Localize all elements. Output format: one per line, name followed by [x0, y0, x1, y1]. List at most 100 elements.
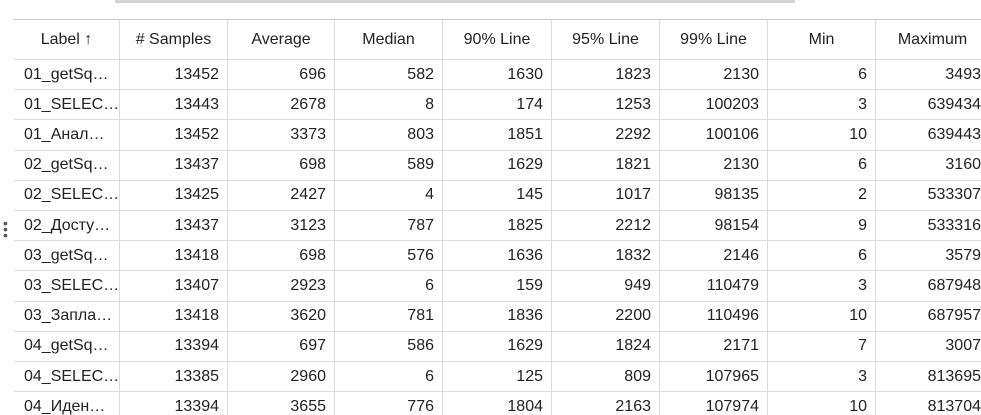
table-cell: 813704: [876, 392, 981, 415]
table-cell: 10: [768, 301, 876, 332]
table-cell: 582: [335, 60, 443, 91]
table-cell: 687957: [876, 302, 981, 332]
table-cell: 3373: [228, 120, 335, 151]
table-cell: 4: [335, 180, 443, 211]
table-cell: 776: [335, 392, 443, 415]
table-cell: 2960: [228, 362, 335, 393]
table-cell: 7: [768, 331, 876, 362]
table-cell: 174: [443, 90, 552, 121]
table-cell: 1630: [443, 60, 552, 91]
table-cell: 639443: [876, 120, 981, 151]
row-label: 04_getSq…: [14, 331, 120, 362]
table-cell: 3160: [876, 151, 981, 181]
table-cell: 2212: [552, 211, 660, 242]
table-cell: 6: [335, 362, 443, 393]
table-cell: 1253: [552, 90, 660, 121]
table-cell: 2923: [228, 271, 335, 302]
column-header[interactable]: # Samples: [120, 20, 228, 60]
table-cell: 1851: [443, 120, 552, 151]
splitter-grip[interactable]: • • •: [3, 215, 8, 243]
table-cell: 3: [768, 90, 876, 121]
table-cell: 3: [768, 271, 876, 302]
table-cell: 1629: [443, 331, 552, 362]
table-cell: 13418: [120, 241, 228, 272]
table-cell: 3493: [876, 60, 981, 91]
table-cell: 1836: [443, 301, 552, 332]
table-cell: 159: [443, 271, 552, 302]
table-cell: 98154: [660, 211, 768, 242]
row-label: 01_SELEC…: [14, 90, 120, 121]
table-cell: 100106: [660, 120, 768, 151]
table-cell: 1824: [552, 331, 660, 362]
table-cell: 98135: [660, 180, 768, 211]
table-cell: 10: [768, 392, 876, 415]
table-cell: 2200: [552, 301, 660, 332]
table-cell: 1629: [443, 150, 552, 181]
table-cell: 803: [335, 120, 443, 151]
table-cell: 2678: [228, 90, 335, 121]
table-cell: 1825: [443, 211, 552, 242]
column-header[interactable]: Average: [228, 20, 335, 60]
table-cell: 698: [228, 241, 335, 272]
table-cell: 813695: [876, 362, 981, 393]
table-cell: 6: [768, 241, 876, 272]
table-cell: 687948: [876, 271, 981, 302]
table-cell: 3: [768, 362, 876, 393]
column-header[interactable]: 99% Line: [660, 20, 768, 60]
table-cell: 13425: [120, 180, 228, 211]
column-header[interactable]: 95% Line: [552, 20, 660, 60]
table-cell: 13394: [120, 331, 228, 362]
table-cell: 13437: [120, 150, 228, 181]
table-cell: 2: [768, 180, 876, 211]
table-cell: 145: [443, 180, 552, 211]
table-cell: 586: [335, 331, 443, 362]
row-label: 03_getSq…: [14, 241, 120, 272]
table-cell: 13437: [120, 211, 228, 242]
column-header[interactable]: Median: [335, 20, 443, 60]
table-cell: 100203: [660, 90, 768, 121]
table-cell: 6: [768, 60, 876, 91]
column-header[interactable]: Label ↑: [14, 20, 120, 60]
table-cell: 533316: [876, 211, 981, 242]
table-cell: 1821: [552, 150, 660, 181]
table-cell: 2427: [228, 180, 335, 211]
row-label: 02_Досту…: [14, 211, 120, 242]
table-cell: 6: [335, 271, 443, 302]
column-header[interactable]: 90% Line: [443, 20, 552, 60]
table-cell: 698: [228, 150, 335, 181]
table-cell: 2292: [552, 120, 660, 151]
table-cell: 125: [443, 362, 552, 393]
table-cell: 3123: [228, 211, 335, 242]
table-cell: 3655: [228, 392, 335, 415]
table-cell: 107965: [660, 362, 768, 393]
table-cell: 13385: [120, 362, 228, 393]
table-cell: 13394: [120, 392, 228, 415]
table-cell: 576: [335, 241, 443, 272]
table-cell: 589: [335, 150, 443, 181]
horizontal-scrollbar[interactable]: [115, 0, 795, 3]
table-cell: 6: [768, 150, 876, 181]
table-cell: 13452: [120, 60, 228, 91]
table-cell: 110496: [660, 301, 768, 332]
table-cell: 3007: [876, 332, 981, 362]
table-cell: 1832: [552, 241, 660, 272]
row-label: 03_SELEC…: [14, 271, 120, 302]
table-cell: 949: [552, 271, 660, 302]
row-label: 03_Запла…: [14, 301, 120, 332]
table-cell: 10: [768, 120, 876, 151]
row-label: 01_Анал…: [14, 120, 120, 151]
table-cell: 1804: [443, 392, 552, 415]
table-cell: 2130: [660, 150, 768, 181]
table-cell: 2171: [660, 331, 768, 362]
table-cell: 1823: [552, 60, 660, 91]
row-label: 01_getSq…: [14, 60, 120, 91]
row-label: 04_SELEC…: [14, 362, 120, 393]
table-cell: 2146: [660, 241, 768, 272]
table-cell: 8: [335, 90, 443, 121]
table-cell: 13452: [120, 120, 228, 151]
table-cell: 533307: [876, 181, 981, 211]
column-header[interactable]: Min: [768, 20, 876, 60]
table-cell: 13443: [120, 90, 228, 121]
column-header[interactable]: Maximum: [876, 20, 981, 60]
